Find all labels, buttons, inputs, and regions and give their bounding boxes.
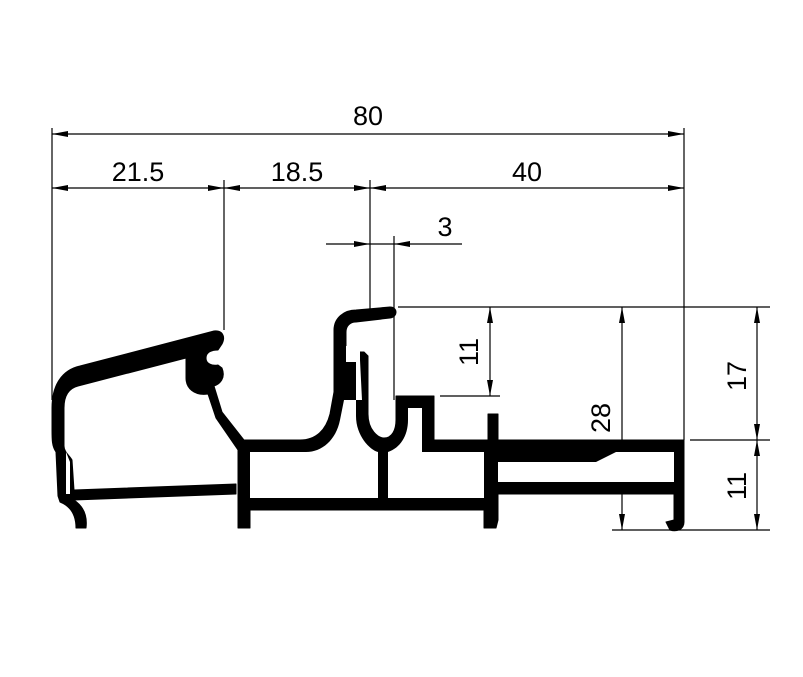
profile-gasket-detail — [497, 439, 617, 459]
profile-left-bead — [51, 330, 245, 529]
dim-height-upper-label: 11 — [454, 338, 484, 366]
dimension-height-total-28 — [619, 307, 625, 530]
dim-lip-label: 3 — [437, 212, 452, 242]
dim-height-right-lower-label: 11 — [722, 472, 752, 500]
dimension-overall-80 — [52, 131, 684, 137]
dim-height-right-upper-label: 17 — [722, 361, 752, 391]
dim-height-total-label: 28 — [586, 403, 616, 433]
profile-chamber-1 — [250, 400, 378, 498]
dim-overall-label: 80 — [353, 101, 383, 131]
dim-seg-left-label: 21.5 — [112, 157, 165, 187]
dim-seg-right-label: 40 — [512, 157, 542, 187]
dimension-height-upper-11 — [487, 307, 493, 396]
profile-cross-section — [51, 306, 685, 532]
profile-left-bead-hollow — [66, 452, 70, 494]
extension-lines — [51, 128, 770, 531]
dimension-lip-3 — [326, 241, 462, 247]
profile-right-chamber — [498, 452, 674, 482]
dimension-height-right — [754, 307, 760, 530]
dim-seg-middle-label: 18.5 — [271, 157, 324, 187]
dimension-row-segments — [52, 185, 684, 191]
profile-chamber-2 — [388, 408, 484, 498]
profile-upper-slot — [346, 336, 362, 400]
